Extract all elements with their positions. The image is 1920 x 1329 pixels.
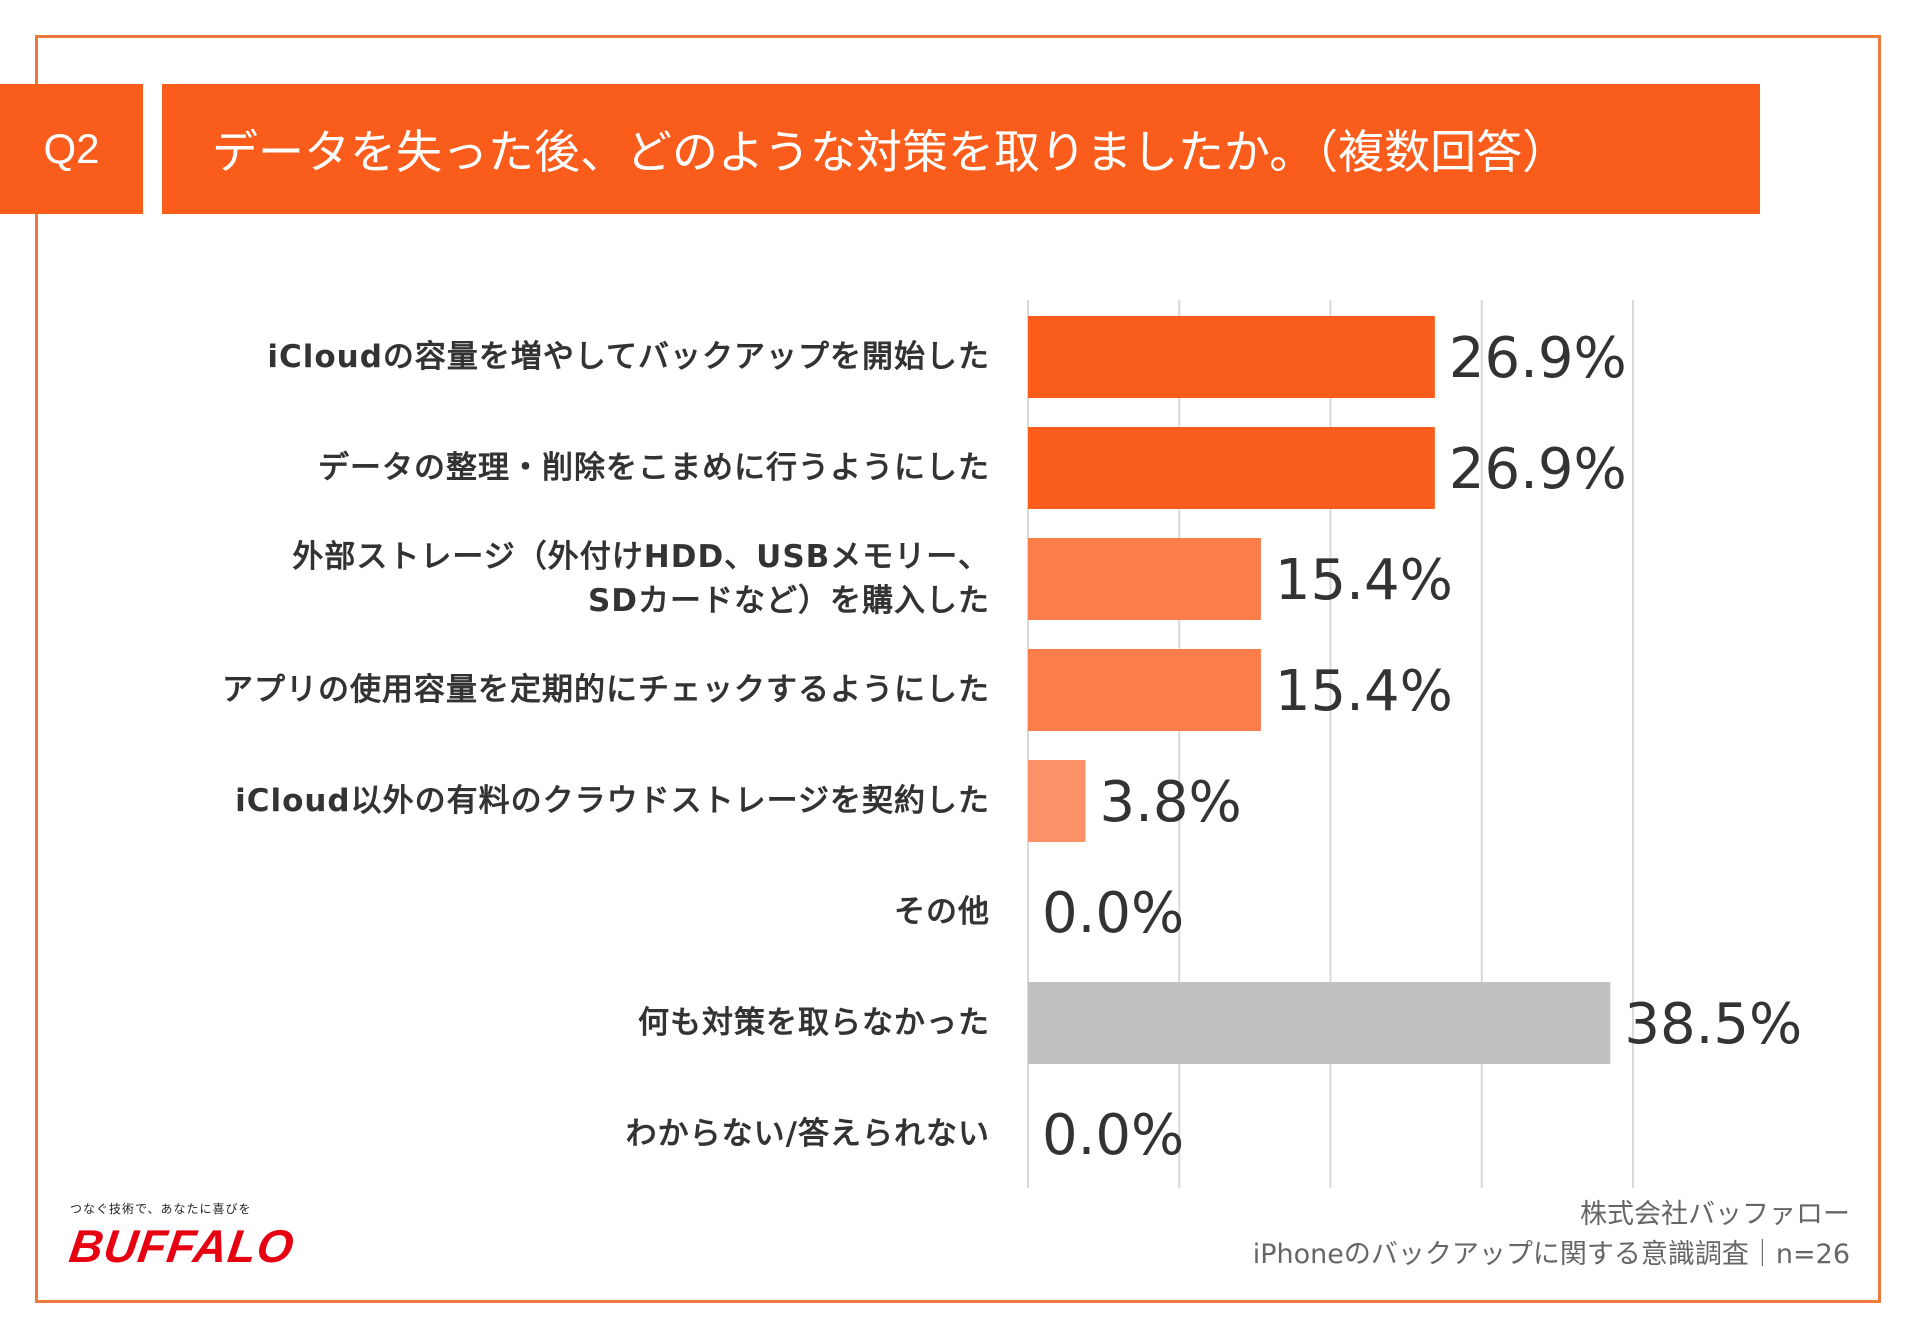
bar bbox=[1028, 982, 1611, 1064]
value-label: 0.0% bbox=[1042, 881, 1184, 946]
value-label: 26.9% bbox=[1449, 437, 1627, 502]
chart-title: データを失った後、どのような対策を取りましたか。（複数回答） bbox=[212, 125, 1569, 179]
value-label: 26.9% bbox=[1449, 326, 1627, 391]
category-label: iCloudの容量を増やしてバックアップを開始した bbox=[267, 339, 990, 375]
value-label: 3.8% bbox=[1099, 770, 1241, 835]
credit-block: 株式会社バッファロー iPhoneのバックアップに関する意識調査｜n=26 bbox=[1253, 1195, 1850, 1275]
question-label: Q2 bbox=[43, 125, 100, 172]
category-label: わからない/答えられない bbox=[625, 1116, 990, 1152]
category-label: 外部ストレージ（外付けHDD、USBメモリー、 SDカードなど）を購入した bbox=[292, 539, 990, 619]
bar bbox=[1028, 316, 1435, 398]
category-label: アプリの使用容量を定期的にチェックするようにした bbox=[222, 672, 990, 708]
brand-tagline: つなぐ技術で、あなたに喜びを bbox=[70, 1202, 252, 1216]
category-label: データの整理・削除をこまめに行うようにした bbox=[318, 450, 990, 486]
bar bbox=[1028, 427, 1435, 509]
credit-company: 株式会社バッファロー bbox=[1580, 1199, 1850, 1230]
title-bar: データを失った後、どのような対策を取りましたか。（複数回答） bbox=[162, 84, 1760, 214]
value-label: 15.4% bbox=[1275, 659, 1453, 724]
value-label: 15.4% bbox=[1275, 548, 1453, 613]
brand-logo: BUFFALO bbox=[66, 1220, 298, 1272]
credit-survey: iPhoneのバックアップに関する意識調査｜n=26 bbox=[1252, 1239, 1850, 1270]
value-label: 0.0% bbox=[1042, 1103, 1184, 1168]
category-label: その他 bbox=[894, 894, 990, 930]
bar bbox=[1028, 649, 1261, 731]
category-label: iCloud以外の有料のクラウドストレージを契約した bbox=[235, 783, 990, 819]
bar bbox=[1028, 760, 1086, 842]
brand-logo-block: つなぐ技術で、あなたに喜びを BUFFALO bbox=[66, 1200, 298, 1273]
slide-frame bbox=[35, 35, 1881, 1303]
category-label: 何も対策を取らなかった bbox=[638, 1005, 990, 1041]
question-badge: Q2 bbox=[0, 84, 143, 214]
value-label: 38.5% bbox=[1624, 992, 1802, 1057]
bar bbox=[1028, 538, 1261, 620]
